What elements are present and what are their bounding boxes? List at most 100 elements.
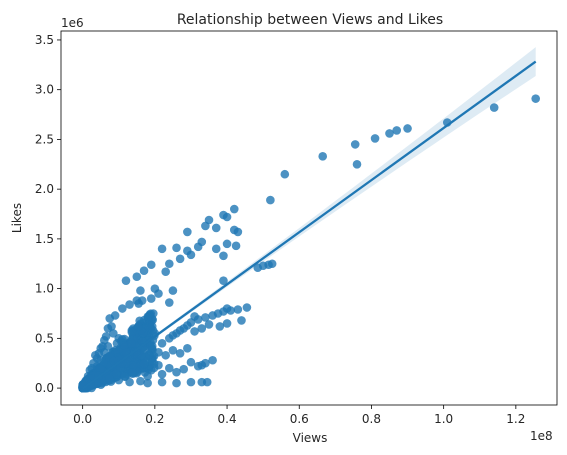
data-point [392,126,402,135]
data-point [219,210,228,220]
data-point [352,159,362,169]
y-tick-label: 3.0 [35,83,54,97]
data-point [120,341,129,350]
data-point [350,140,360,149]
data-point [157,377,167,387]
data-point [280,169,290,179]
data-point [253,263,263,273]
regression-line [81,60,537,390]
data-point [229,225,239,235]
data-point [127,339,136,348]
data-point [208,311,217,320]
data-point [204,320,214,329]
data-point [165,259,174,269]
data-point [165,334,174,343]
data-point [134,299,143,308]
data-point [146,341,155,350]
data-point [403,124,412,133]
data-point [175,348,185,358]
data-point [146,260,156,270]
data-point [111,369,121,379]
x-tick-label: 1.0 [434,412,453,426]
data-points [78,94,540,393]
x-axis-ticks: 0.0 0.2 0.4 0.6 0.8 1.0 1.2 [73,405,525,426]
data-point [237,316,246,325]
data-point [103,324,113,333]
data-point [161,350,170,360]
data-point [233,305,243,314]
data-point [186,250,196,260]
x-tick-label: 0.8 [362,412,381,426]
data-point [95,364,105,374]
data-point [385,129,394,138]
x-tick-label: 0.6 [290,412,309,426]
data-point [143,312,153,321]
data-point [531,94,540,103]
data-point [179,364,189,374]
plot-frame [60,30,558,406]
data-point [157,244,167,254]
data-point [127,327,137,337]
data-point [197,324,207,333]
y-tick-label: 0.0 [35,381,54,395]
data-point [132,272,142,281]
x-axis-label: Views [293,431,328,445]
x-tick-label: 0.0 [73,412,92,426]
y-axis-ticks: 0.0 0.5 1.0 1.5 2.0 2.5 3.0 3.5 [35,33,61,395]
data-point [172,243,181,253]
data-point [183,344,192,353]
data-point [157,339,167,348]
data-point [211,223,221,233]
data-point [197,377,207,387]
data-point [168,286,178,295]
data-point [154,289,163,298]
data-point [109,329,118,338]
data-point [231,241,241,251]
data-point [132,347,141,357]
data-point [139,266,149,276]
regression-line-path [81,60,537,390]
data-point [109,356,118,366]
data-point [172,367,181,377]
data-point [105,314,115,323]
data-point [318,152,328,161]
data-point [168,345,178,355]
data-point [201,221,210,231]
data-point [186,357,196,367]
data-point [222,319,232,328]
data-point [139,359,149,368]
data-point [125,300,134,309]
chart-title: Relationship between Views and Likes [177,12,443,28]
data-point [165,298,174,307]
data-point [175,254,185,264]
data-point [172,378,181,388]
data-point [229,204,239,214]
data-point [146,294,156,303]
data-point [197,360,207,370]
data-point [266,195,275,205]
data-point [211,244,221,254]
data-point [120,371,130,381]
data-point [161,267,170,277]
x-tick-label: 0.2 [145,412,164,426]
data-point [190,327,199,336]
data-point [489,103,499,112]
data-point [193,242,203,252]
y-tick-label: 0.5 [35,331,54,345]
y-tick-label: 2.5 [35,132,54,146]
data-point [136,286,145,295]
y-offset-label: 1e6 [61,16,84,30]
data-point [121,276,131,285]
data-point [136,376,145,386]
data-point [134,322,143,331]
data-point [165,363,174,373]
x-tick-label: 1.2 [506,412,525,426]
data-point [118,304,127,313]
data-point [183,227,192,237]
data-point [186,377,196,387]
x-offset-label: 1e8 [530,429,553,443]
x-tick-label: 0.4 [218,412,237,426]
data-point [370,134,380,143]
data-point [242,303,252,312]
